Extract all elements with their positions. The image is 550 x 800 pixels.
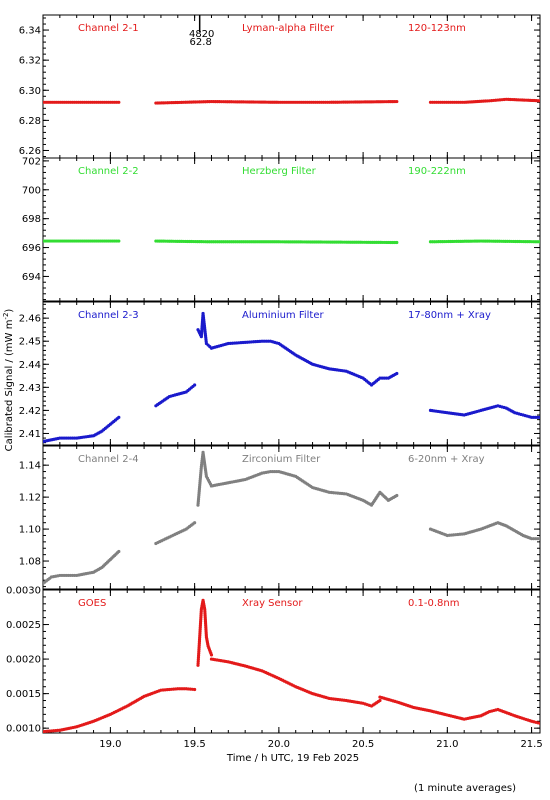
data-point	[395, 99, 399, 104]
panel-label: Channel 2-3	[78, 310, 139, 321]
x-axis-title: Time / h UTC, 19 Feb 2025	[226, 753, 359, 764]
y-axis-title-close: )	[4, 309, 15, 313]
panel-frame	[42, 14, 541, 159]
panel-frame	[42, 157, 541, 302]
panel-label: Channel 2-4	[78, 454, 139, 465]
x-tick-label: 20.0	[268, 739, 290, 750]
y-tick-label: 702	[22, 156, 41, 167]
y-tick-label: 2.43	[19, 383, 41, 394]
y-tick-label: 698	[22, 214, 41, 225]
y-tick-label: 696	[22, 243, 41, 254]
x-tick-label: 20.5	[352, 739, 374, 750]
panel-goes: 0.0010 0.0015 0.0020 0.0025 0.0030 GOES Xray S…	[6, 586, 543, 751]
panel-label: 0.1-0.8nm	[408, 598, 460, 609]
panel-label: GOES	[78, 598, 106, 609]
panel-label: 17-80nm + Xray	[408, 310, 491, 321]
y-tick-label: 1.12	[19, 493, 41, 504]
data-point	[538, 240, 540, 244]
data-series	[43, 239, 540, 245]
data-point	[395, 240, 399, 245]
panel-frame	[42, 301, 541, 446]
panel-frame	[42, 589, 541, 734]
event-marker-label-1: 4820	[189, 29, 214, 40]
panel-label: Channel 2-1	[78, 23, 139, 34]
data-point	[538, 721, 540, 725]
data-point	[117, 549, 121, 554]
y-tick-label: 2.46	[19, 314, 41, 325]
y-tick-label: 2.41	[19, 429, 41, 440]
data-point	[193, 687, 197, 692]
data-point	[209, 653, 214, 657]
data-point	[193, 383, 197, 387]
y-tick-label: 6.26	[19, 146, 41, 157]
x-tick-label: 19.5	[183, 739, 205, 750]
chart-panels: 6.26 6.28 6.30 6.32 6.34 Channel 2-1 Lyman-alp…	[6, 14, 543, 751]
data-point	[538, 99, 540, 103]
y-tick-label: 2.42	[19, 406, 41, 417]
data-point	[538, 537, 540, 541]
data-series	[43, 598, 540, 733]
data-point	[117, 100, 121, 104]
x-tick-label: 21.5	[520, 739, 542, 750]
y-tick-label: 6.32	[19, 56, 41, 67]
panel-label: Lyman-alpha Filter	[242, 23, 335, 34]
y-tick-label: 1.14	[19, 461, 41, 472]
panel-label: Herzberg Filter	[242, 166, 317, 177]
y-tick-label: 0.0010	[6, 724, 41, 735]
data-point	[193, 521, 197, 525]
x-tick-label: 21.0	[436, 739, 458, 750]
y-tick-label: 0.0030	[6, 586, 41, 597]
y-axis-title-main: Calibrated Signal / (mW m	[4, 320, 15, 452]
y-tick-label: 2.44	[19, 360, 41, 371]
data-point	[378, 698, 382, 703]
data-point	[395, 371, 399, 376]
data-series	[43, 311, 540, 444]
data-series	[43, 97, 540, 105]
event-marker-label-2: 62.8	[190, 37, 212, 48]
x-tick-label: 19.0	[99, 739, 121, 750]
panel-label: 6-20nm + Xray	[408, 454, 485, 465]
footnote: (1 minute averages)	[414, 783, 516, 794]
panel-label: Xray Sensor	[242, 598, 303, 609]
y-axis-title-superscript: -2	[2, 313, 10, 320]
y-tick-label: 2.45	[19, 337, 41, 348]
y-tick-label: 1.10	[19, 525, 41, 536]
y-tick-label: 0.0015	[6, 689, 41, 700]
y-tick-label: 0.0020	[6, 655, 41, 666]
data-point	[538, 415, 540, 419]
panel-channel-2-4: 1.08 1.10 1.12 1.14 Channel 2-4 Zirconium Fil…	[19, 445, 541, 590]
y-tick-label: 6.30	[19, 86, 41, 97]
panel-channel-2-3: 2.41 2.42 2.43 2.44 2.45 2.46 Channel 2-3 Alumi…	[19, 301, 541, 446]
panel-label: Zirconium Filter	[242, 454, 321, 465]
y-tick-label: 700	[22, 185, 41, 196]
panel-frame	[42, 445, 541, 590]
panel-label: Channel 2-2	[78, 166, 139, 177]
data-series	[43, 450, 540, 586]
panel-label: 120-123nm	[408, 23, 466, 34]
y-tick-label: 1.08	[19, 557, 41, 568]
y-axis-title: Calibrated Signal / (mW m-2)	[2, 309, 15, 452]
y-tick-label: 0.0025	[6, 620, 41, 631]
panel-channel-2-2: 694 696 698 700 702 Channel 2-2 Herzberg Filte…	[22, 156, 541, 302]
panel-channel-2-1: 6.26 6.28 6.30 6.32 6.34 Channel 2-1 Lyman-alp…	[19, 14, 541, 159]
data-point	[117, 415, 121, 419]
y-tick-label: 6.34	[19, 26, 41, 37]
y-tick-label: 694	[22, 272, 41, 283]
y-tick-label: 6.28	[19, 116, 41, 127]
data-point	[395, 493, 399, 498]
panel-label: Aluminium Filter	[242, 310, 325, 321]
panel-label: 190-222nm	[408, 166, 466, 177]
data-point	[117, 239, 121, 243]
